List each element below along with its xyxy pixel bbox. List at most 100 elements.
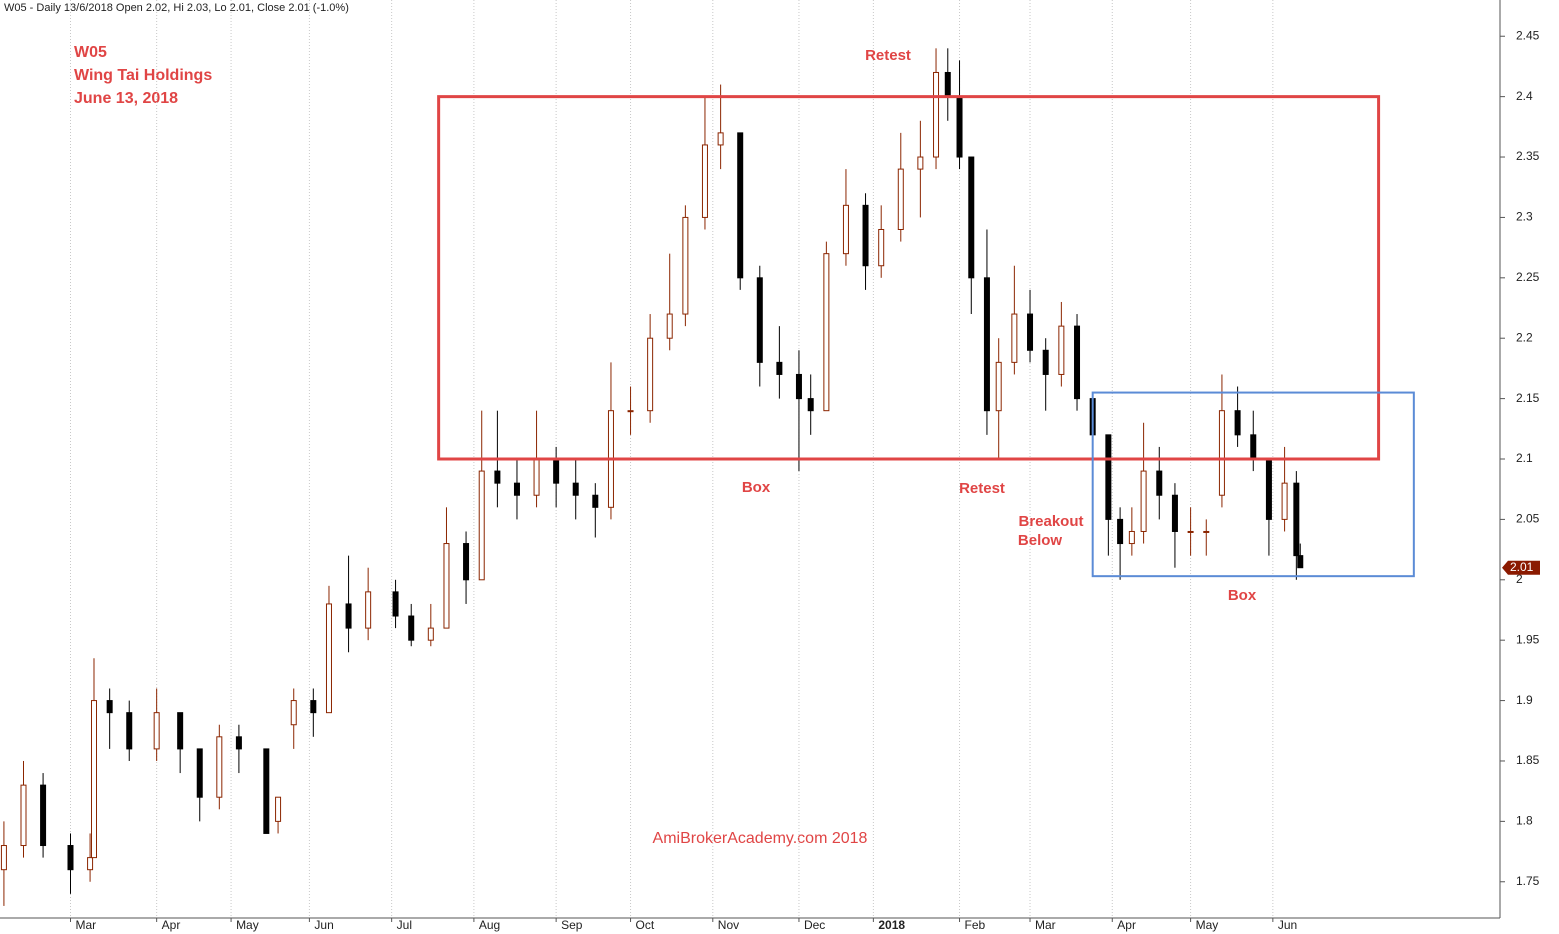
- candle-body: [807, 398, 814, 412]
- x-tick-label: Dec: [804, 918, 825, 932]
- candle-body: [275, 796, 282, 822]
- candle-body: [1042, 349, 1049, 375]
- candle-body: [40, 784, 47, 847]
- candle-body: [756, 277, 763, 363]
- candle-body: [1293, 482, 1300, 557]
- candle-body: [365, 591, 372, 629]
- x-tick-label: Mar: [75, 918, 96, 932]
- x-tick-label: Feb: [965, 918, 986, 932]
- candle-body: [956, 96, 963, 158]
- box-zone: [437, 95, 1381, 461]
- candle-body: [682, 216, 689, 315]
- candle-body: [572, 482, 579, 496]
- candle-body: [1265, 458, 1272, 520]
- candle-body: [1187, 530, 1194, 533]
- candle-body: [153, 712, 160, 750]
- y-tick-label: 2.45: [1516, 28, 1540, 42]
- candle-body: [1011, 313, 1018, 363]
- candle-body: [627, 410, 634, 413]
- y-tick-label: 2.3: [1516, 210, 1533, 224]
- candle-body: [263, 748, 270, 834]
- candle-body: [126, 712, 133, 750]
- candle-body: [325, 603, 332, 714]
- annotation: Box: [1228, 587, 1257, 604]
- candle-body: [1171, 494, 1178, 532]
- candle-body: [0, 845, 7, 871]
- y-tick-label: 1.95: [1516, 632, 1540, 646]
- candle-body: [776, 361, 783, 375]
- candle-body: [717, 132, 724, 146]
- candle-body: [196, 748, 203, 798]
- candle-body: [310, 700, 317, 714]
- candle-body: [1128, 530, 1135, 545]
- x-tick-label: Aug: [479, 918, 500, 932]
- candle-body: [90, 700, 97, 859]
- y-tick-label: 1.8: [1516, 814, 1533, 828]
- y-tick-label: 2.35: [1516, 149, 1540, 163]
- candle-body: [1117, 518, 1124, 545]
- candle-body: [1297, 555, 1304, 569]
- candle-body: [862, 204, 869, 267]
- candle-body: [737, 132, 744, 279]
- candle-body: [345, 603, 352, 629]
- candle-body: [917, 156, 924, 170]
- title-line: W05: [74, 44, 107, 61]
- candle-body: [553, 458, 560, 484]
- candle-body: [408, 615, 415, 641]
- annotation: Retest: [959, 480, 1005, 497]
- candle-body: [592, 494, 599, 508]
- candle-body: [20, 784, 27, 847]
- watermark: AmiBrokerAcademy.com 2018: [653, 830, 868, 847]
- candle-body: [795, 373, 802, 400]
- candle-body: [87, 857, 94, 871]
- y-tick-label: 1.9: [1516, 693, 1533, 707]
- candle-body: [823, 253, 830, 412]
- y-tick-label: 2.25: [1516, 270, 1540, 284]
- candle-body: [1105, 434, 1112, 520]
- chart-header: W05 - Daily 13/6/2018 Open 2.02, Hi 2.03…: [4, 2, 349, 14]
- x-tick-label: Apr: [162, 918, 181, 932]
- last-price-tag: [1502, 560, 1540, 575]
- candle-body: [290, 700, 297, 726]
- title-line: June 13, 2018: [74, 90, 178, 107]
- candle-body: [995, 361, 1002, 412]
- candle-body: [235, 736, 242, 750]
- candle-body: [1250, 434, 1257, 460]
- x-tick-label: Oct: [636, 918, 655, 932]
- x-tick-label: Jul: [397, 918, 412, 932]
- candle-body: [666, 313, 673, 339]
- y-tick-label: 1.85: [1516, 753, 1540, 767]
- candle-body: [944, 71, 951, 98]
- candle-body: [513, 482, 520, 496]
- candle-body: [1234, 410, 1241, 436]
- candle-body: [878, 229, 885, 267]
- candle-body: [427, 627, 434, 641]
- box-zone: [1091, 391, 1415, 578]
- candle-body: [897, 168, 904, 231]
- candle-body: [67, 845, 74, 871]
- candle-body: [443, 543, 450, 629]
- candle-body: [1218, 410, 1225, 496]
- candle-body: [983, 277, 990, 412]
- candle-body: [933, 71, 940, 158]
- last-price-label: 2.01: [1510, 560, 1534, 574]
- candle-body: [701, 144, 708, 218]
- x-tick-label: Jun: [314, 918, 333, 932]
- candle-body: [842, 204, 849, 255]
- y-tick-label: 2.1: [1516, 451, 1533, 465]
- candle-body: [1074, 325, 1081, 400]
- title-line: Wing Tai Holdings: [74, 67, 212, 84]
- candle-body: [1281, 482, 1288, 520]
- y-tick-label: 1.75: [1516, 874, 1540, 888]
- candle-body: [392, 591, 399, 617]
- y-tick-label: 2.4: [1516, 89, 1533, 103]
- annotation: Box: [742, 479, 771, 496]
- candle-body: [106, 700, 113, 714]
- y-tick-label: 2.05: [1516, 512, 1540, 526]
- annotation: Below: [1018, 532, 1063, 549]
- candle-body: [1203, 530, 1210, 533]
- candle-body: [463, 543, 470, 581]
- y-tick-label: 2: [1516, 572, 1523, 586]
